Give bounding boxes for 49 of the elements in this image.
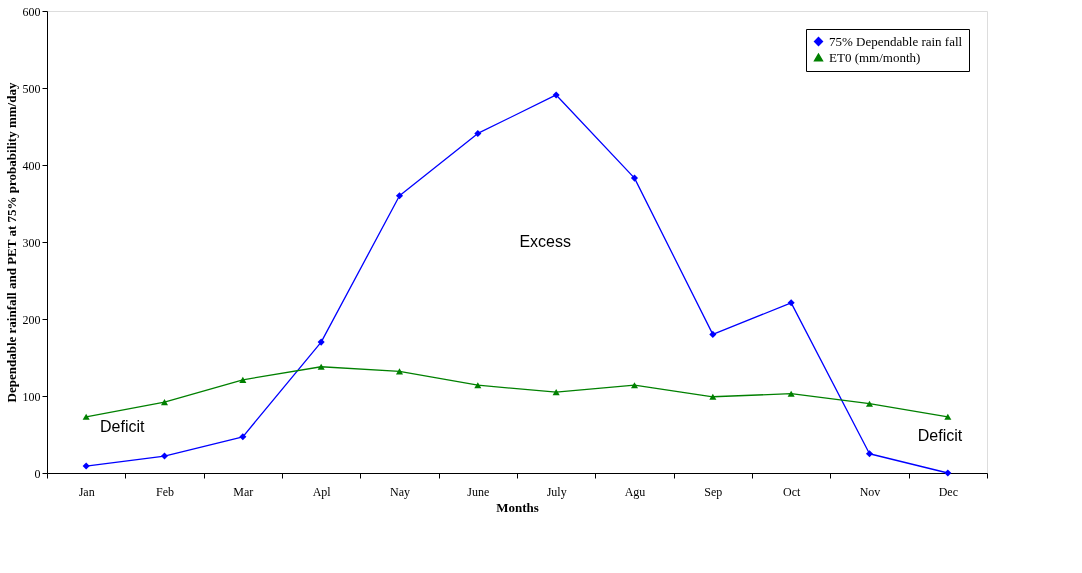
y-tick-label: 300 [22, 235, 41, 250]
point [709, 393, 717, 400]
y-axis-title: Dependable rainfall and PET at 75% probability mm/day [3, 82, 19, 403]
x-tick-label: Mar [233, 484, 254, 499]
point [630, 382, 639, 389]
point [474, 129, 482, 137]
x-tick-label: Apl [312, 484, 332, 499]
point [474, 382, 482, 389]
point [787, 390, 795, 397]
point [160, 452, 169, 460]
y-tick-label: 400 [22, 158, 41, 173]
legend-label: ET0 (mm/month) [829, 49, 921, 65]
x-tick-label: June [467, 484, 490, 499]
point [865, 400, 874, 407]
y-tick-label: 0 [34, 466, 41, 481]
annotation: Deficit [917, 427, 963, 445]
x-axis-title: Months [496, 499, 539, 515]
legend-label: 75% Dependable rain fall [829, 33, 963, 49]
x-tick-label: July [546, 484, 567, 499]
annotation: Deficit [99, 417, 145, 435]
x-tick-label: Sep [704, 484, 723, 499]
point [630, 174, 639, 182]
point [239, 376, 247, 383]
point [787, 299, 795, 307]
y-tick-label: 100 [22, 389, 41, 404]
point [317, 363, 325, 370]
point [552, 389, 560, 396]
point [239, 433, 247, 441]
x-tick-label: Agu [624, 484, 646, 499]
y-tick-label: 600 [22, 4, 41, 19]
x-tick-label: Nov [859, 484, 881, 499]
y-tick-label: 200 [22, 312, 41, 327]
point [552, 91, 560, 99]
x-tick-label: Dec [938, 484, 958, 499]
point [82, 413, 90, 420]
point [944, 413, 952, 420]
annotation: Excess [519, 233, 571, 250]
x-tick-label: Oct [783, 484, 801, 499]
x-tick-label: Nay [390, 484, 410, 499]
x-tick-label: Feb [156, 484, 174, 499]
point [317, 338, 325, 346]
point [395, 192, 404, 200]
point [709, 330, 717, 338]
point [944, 469, 952, 477]
x-tick-label: Jan [78, 484, 95, 499]
point [82, 462, 90, 470]
point [865, 450, 874, 458]
y-tick-label: 500 [22, 81, 41, 96]
point [160, 399, 169, 406]
